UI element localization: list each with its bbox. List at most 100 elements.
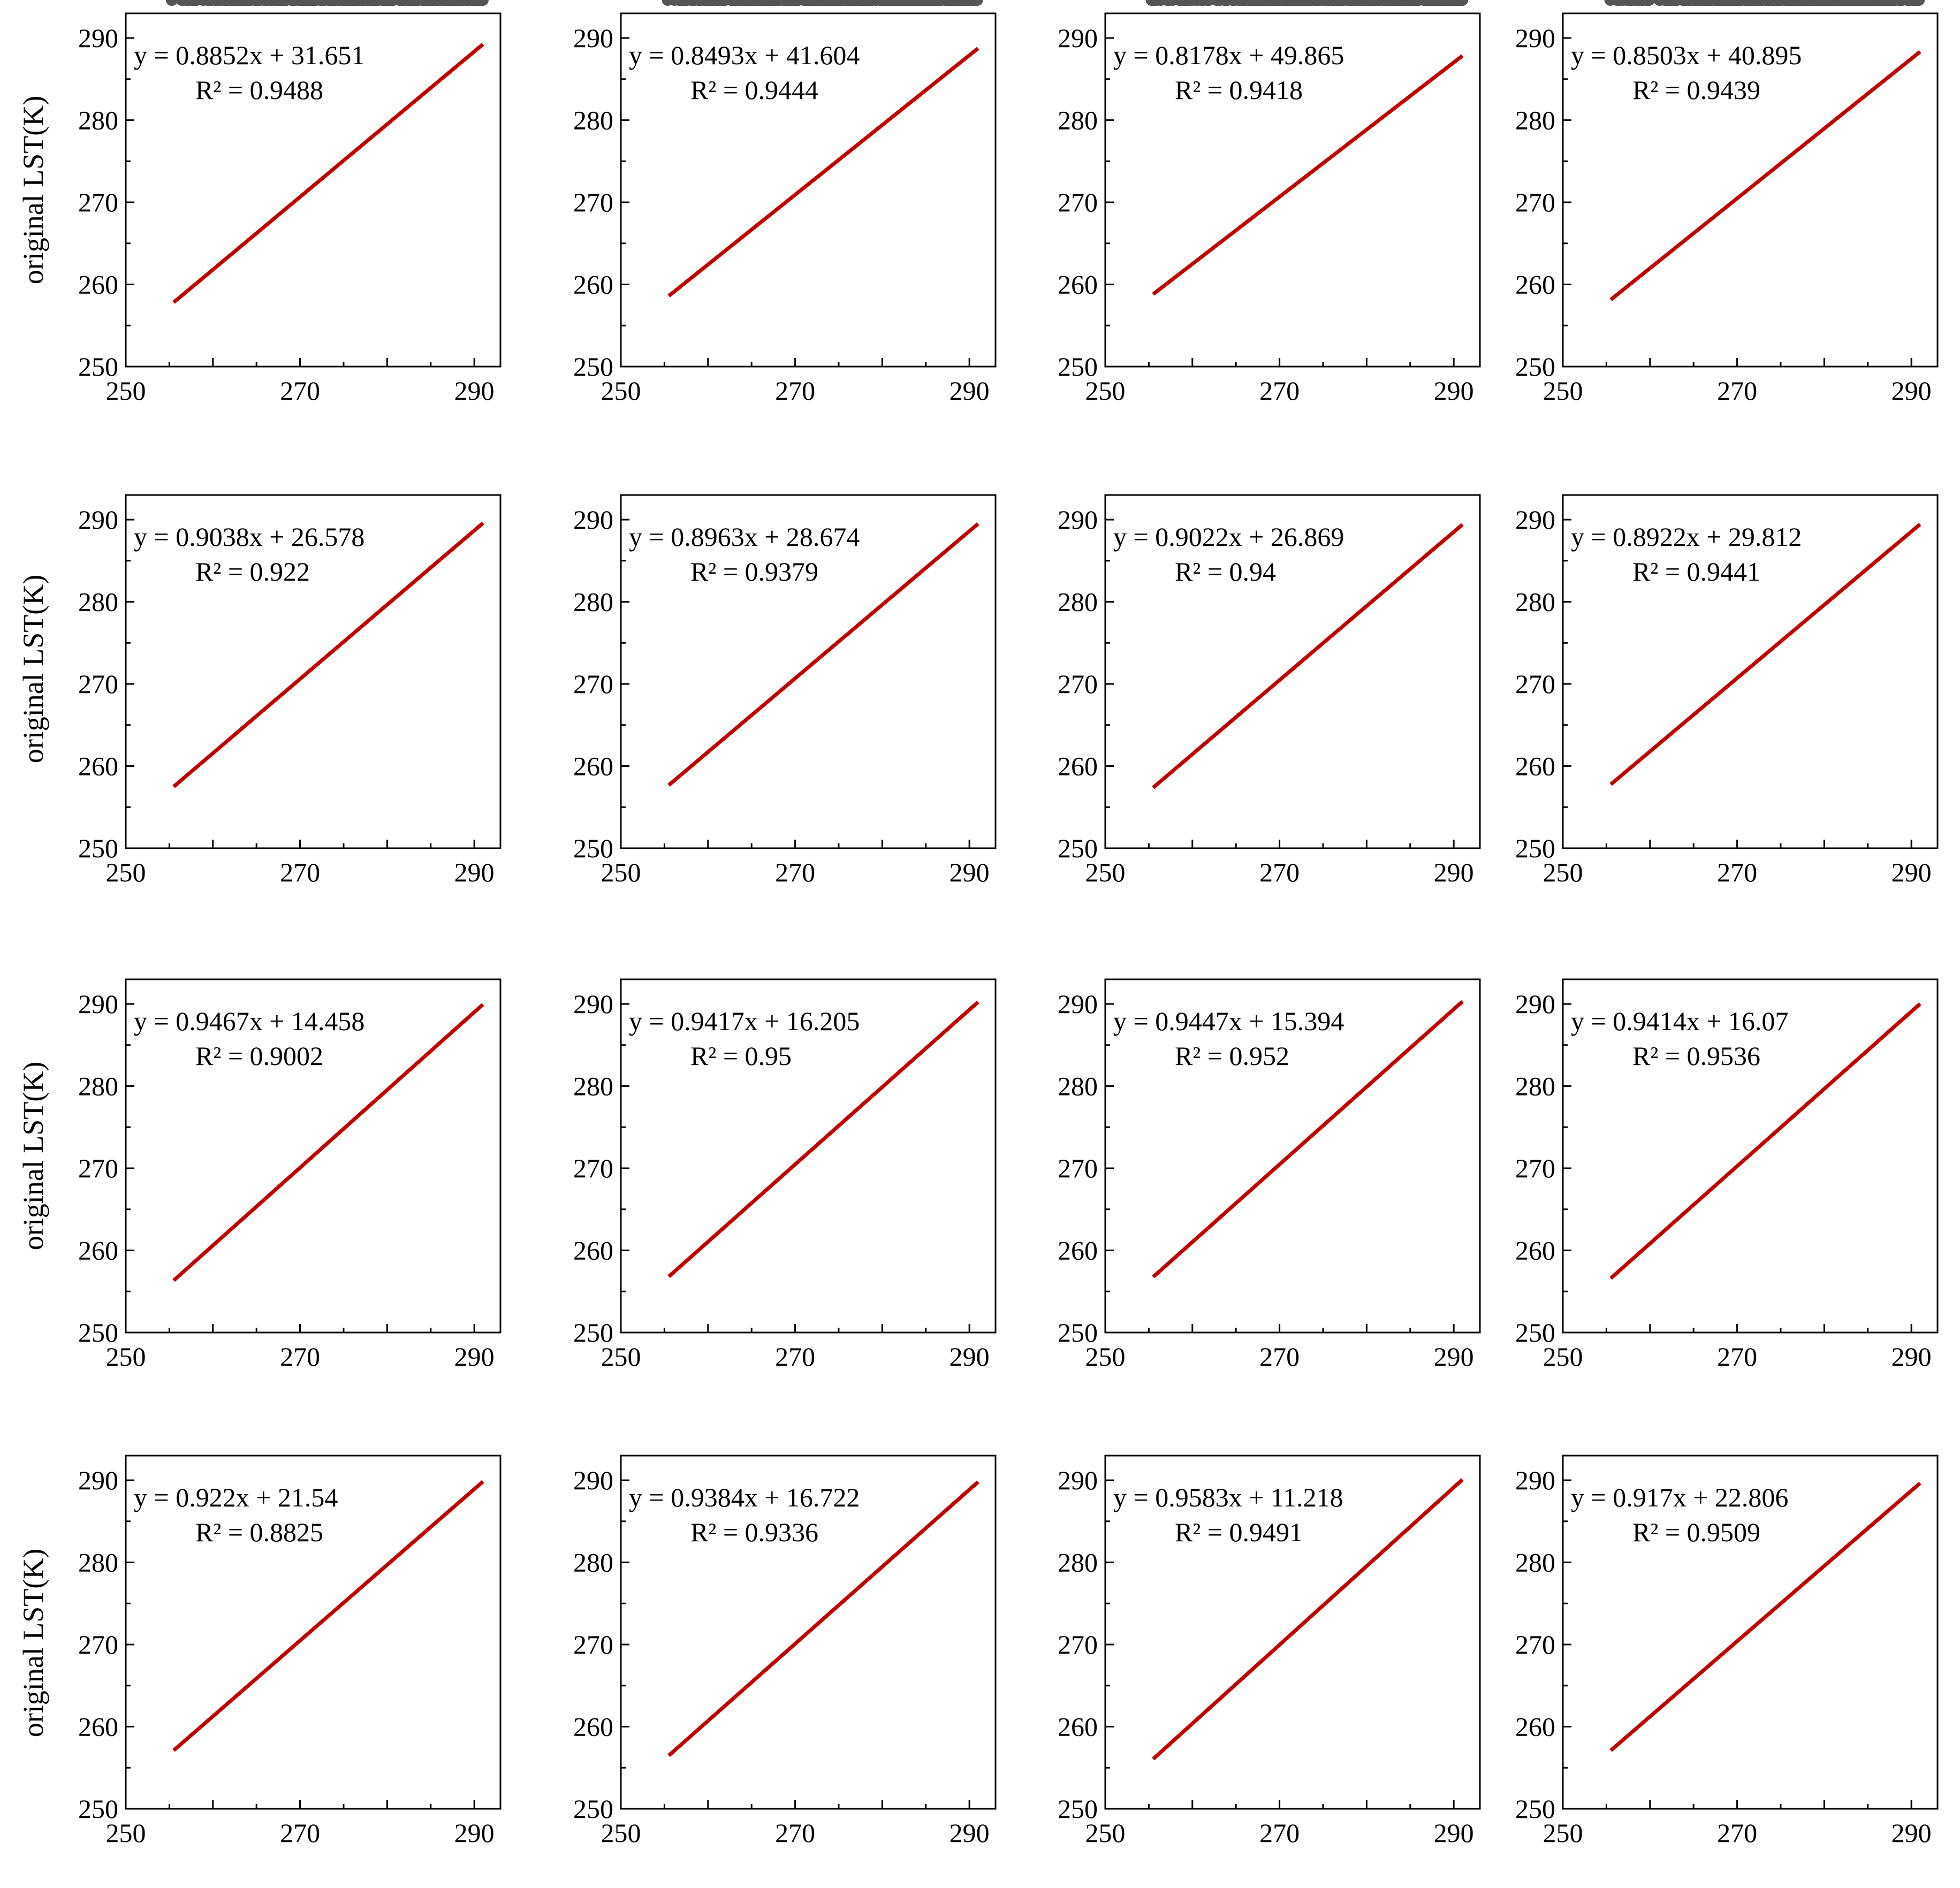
data-point	[829, 0, 841, 6]
x-tick-label: 250	[601, 376, 641, 406]
regression-line	[1609, 50, 1921, 301]
plot-frame	[620, 12, 997, 368]
y-tick-label: 270	[78, 187, 118, 217]
y-tick-label: 280	[78, 1071, 118, 1101]
x-tick-label: 290	[1891, 857, 1932, 887]
y-tick-label: 260	[1515, 270, 1555, 300]
data-point	[706, 0, 718, 6]
x-tick-label: 270	[1717, 1342, 1757, 1372]
data-point	[1218, 0, 1230, 6]
regression-line	[1152, 1000, 1464, 1278]
x-tick-label: 270	[775, 376, 815, 406]
regression-equation: y = 0.8178x + 49.865	[1113, 40, 1344, 70]
x-tick-label: 270	[1717, 1818, 1757, 1848]
plot-frame	[125, 978, 502, 1334]
x-tick-label: 290	[454, 857, 495, 887]
x-tick-label: 290	[949, 857, 990, 887]
regression-equation: y = 0.8922x + 29.812	[1571, 522, 1802, 552]
data-point	[941, 0, 954, 6]
y-tick-label: 290	[78, 505, 118, 535]
y-tick-label: 270	[1058, 669, 1098, 699]
r-squared-label: R² = 0.9491	[1175, 1517, 1303, 1547]
data-point	[674, 0, 686, 6]
r-squared-label: R² = 0.9488	[195, 75, 323, 105]
data-point	[1303, 0, 1315, 6]
plot-frame	[1562, 978, 1939, 1334]
panel-r2-c3: 250 260 270 280 290 250 270 290 y = 0.9022x + 26…	[1058, 0, 1481, 887]
data-point	[1726, 0, 1738, 6]
x-tick-label: 250	[1085, 1818, 1126, 1848]
data-point	[1174, 0, 1187, 6]
y-tick-label: 260	[1515, 751, 1555, 781]
data-point	[876, 0, 888, 6]
y-tick-label: 270	[573, 1153, 613, 1183]
data-point	[176, 0, 188, 6]
regression-equation: y = 0.9384x + 16.722	[629, 1482, 860, 1512]
panel-r4-c4: 250 260 270 280 290 250 270 290 y = 0.917x + 22.…	[1515, 0, 1939, 1848]
y-tick-label: 250	[1515, 1794, 1555, 1824]
y-tick-label: 280	[573, 105, 613, 135]
y-tick-label: 280	[1515, 105, 1555, 135]
data-point	[432, 0, 444, 6]
y-tick-label: 270	[1515, 187, 1555, 217]
r-squared-label: R² = 0.9509	[1632, 1517, 1760, 1547]
x-tick-label: 270	[280, 1342, 320, 1372]
regression-line	[1152, 1478, 1464, 1761]
y-tick-label: 260	[1058, 751, 1098, 781]
data-point	[398, 0, 410, 6]
regression-equation: y = 0.917x + 22.806	[1571, 1482, 1788, 1512]
data-point	[1772, 0, 1784, 6]
plot-frame	[620, 978, 997, 1334]
data-point	[165, 0, 178, 6]
data-point	[687, 0, 700, 6]
y-tick-label: 280	[573, 587, 613, 617]
data-point	[1635, 0, 1647, 6]
y-tick-label: 290	[573, 23, 613, 53]
y-tick-label: 260	[573, 1236, 613, 1266]
scatter-points	[1148, 0, 1469, 6]
y-tick-label: 270	[78, 1630, 118, 1659]
plot-frame	[125, 12, 502, 368]
data-point	[1829, 0, 1842, 6]
y-tick-label: 270	[1515, 1153, 1555, 1183]
x-tick-label: 290	[1434, 857, 1474, 887]
y-tick-label: 250	[1058, 1794, 1098, 1824]
r-squared-label: R² = 0.9444	[690, 75, 818, 105]
data-point	[1797, 0, 1810, 6]
data-point	[1268, 0, 1281, 6]
y-tick-label: 280	[1058, 105, 1098, 135]
data-point	[1433, 0, 1445, 6]
r-squared-label: R² = 0.9418	[1175, 75, 1303, 105]
data-point	[777, 0, 789, 6]
x-tick-label: 250	[601, 1342, 641, 1372]
y-tick-label: 270	[78, 1153, 118, 1183]
data-point	[453, 0, 465, 6]
panel-r1-c4: 250 260 270 280 290 250 270 290 y = 0.8503x + 40…	[1515, 0, 1939, 406]
y-tick-label: 270	[78, 669, 118, 699]
panel-r2-c1: 250 260 270 280 290 250 270 290 y = 0.9038x + 26…	[78, 0, 502, 887]
scatter-points	[165, 0, 489, 6]
regression-equation: y = 0.9038x + 26.578	[134, 522, 364, 552]
y-tick-label: 270	[1515, 669, 1555, 699]
data-point	[235, 0, 247, 6]
y-tick-label: 250	[573, 1794, 613, 1824]
data-point	[1756, 0, 1768, 6]
x-tick-label: 270	[775, 857, 815, 887]
y-tick-label: 270	[1515, 1630, 1555, 1659]
x-tick-label: 250	[1543, 1818, 1583, 1848]
x-tick-label: 250	[106, 1342, 146, 1372]
data-point	[1680, 0, 1692, 6]
x-tick-label: 270	[775, 1818, 815, 1848]
y-tick-label: 270	[1058, 1153, 1098, 1183]
x-tick-label: 270	[1717, 857, 1757, 887]
data-point	[799, 0, 811, 6]
plot-frame	[620, 494, 997, 849]
regression-line	[667, 1000, 979, 1278]
data-point	[1659, 0, 1671, 6]
plot-frame	[1104, 12, 1481, 368]
panels: 250 260 270 280 290 250 270 290 y = 0.8852x + 31…	[78, 0, 1939, 1848]
y-axis-labels: original LST(K) original LST(K) original…	[17, 96, 49, 1737]
regression-equation: y = 0.9022x + 26.869	[1113, 522, 1344, 552]
data-point	[286, 0, 299, 6]
y-axis-label-row-4: original LST(K)	[17, 1549, 49, 1737]
